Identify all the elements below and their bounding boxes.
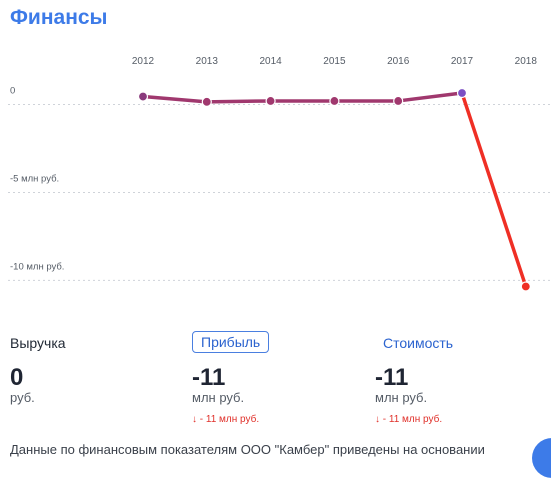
- profit-value: -11: [192, 364, 226, 391]
- value-unit: млн руб.: [375, 390, 428, 405]
- x-axis-label: 2018: [515, 56, 538, 67]
- profit-tab[interactable]: Прибыль: [192, 331, 270, 353]
- x-axis-label: 2014: [259, 56, 282, 67]
- x-axis-label: 2016: [387, 56, 410, 67]
- chat-widget-icon[interactable]: [532, 438, 551, 478]
- value-tab-label[interactable]: Стоимость: [383, 335, 454, 351]
- profit-delta: ↓ - 11 млн руб.: [192, 414, 260, 425]
- x-axis-label: 2012: [132, 56, 155, 67]
- profit-tab-label[interactable]: Прибыль: [192, 331, 270, 353]
- data-point: [329, 95, 340, 107]
- value-delta: ↓ - 11 млн руб.: [375, 414, 443, 425]
- data-point: [456, 87, 468, 99]
- x-axis-label: 2015: [323, 56, 346, 67]
- revenue-metric: Выручка: [10, 334, 66, 352]
- finance-line-chart: 0 -5 млн руб. -10 млн руб. 2012 2013 2014 2015…: [8, 56, 551, 292]
- data-point: [265, 95, 276, 107]
- value-tab[interactable]: Стоимость: [383, 334, 453, 352]
- revenue-value: 0: [10, 364, 24, 391]
- x-axis-label: 2017: [451, 56, 474, 67]
- data-point: [201, 96, 212, 107]
- data-point: [520, 281, 531, 292]
- revenue-unit: руб.: [10, 390, 35, 405]
- footer-note: Данные по финансовым показателям ООО "Ка…: [10, 442, 485, 457]
- series-line-segment: [141, 94, 209, 104]
- series-line-segment: [460, 91, 528, 289]
- finance-title: Финансы: [10, 6, 108, 29]
- revenue-label: Выручка: [10, 335, 66, 351]
- value-value: -11: [375, 364, 409, 391]
- profit-unit: млн руб.: [192, 390, 245, 405]
- data-point: [393, 95, 404, 107]
- y-axis-label: -5 млн руб.: [10, 173, 59, 184]
- y-axis-label: -10 млн руб.: [10, 261, 64, 272]
- data-point: [137, 91, 149, 102]
- x-axis-label: 2013: [196, 56, 219, 67]
- series-line-segment: [205, 99, 273, 104]
- series-line-segment: [396, 91, 464, 103]
- y-axis-label: 0: [10, 86, 15, 97]
